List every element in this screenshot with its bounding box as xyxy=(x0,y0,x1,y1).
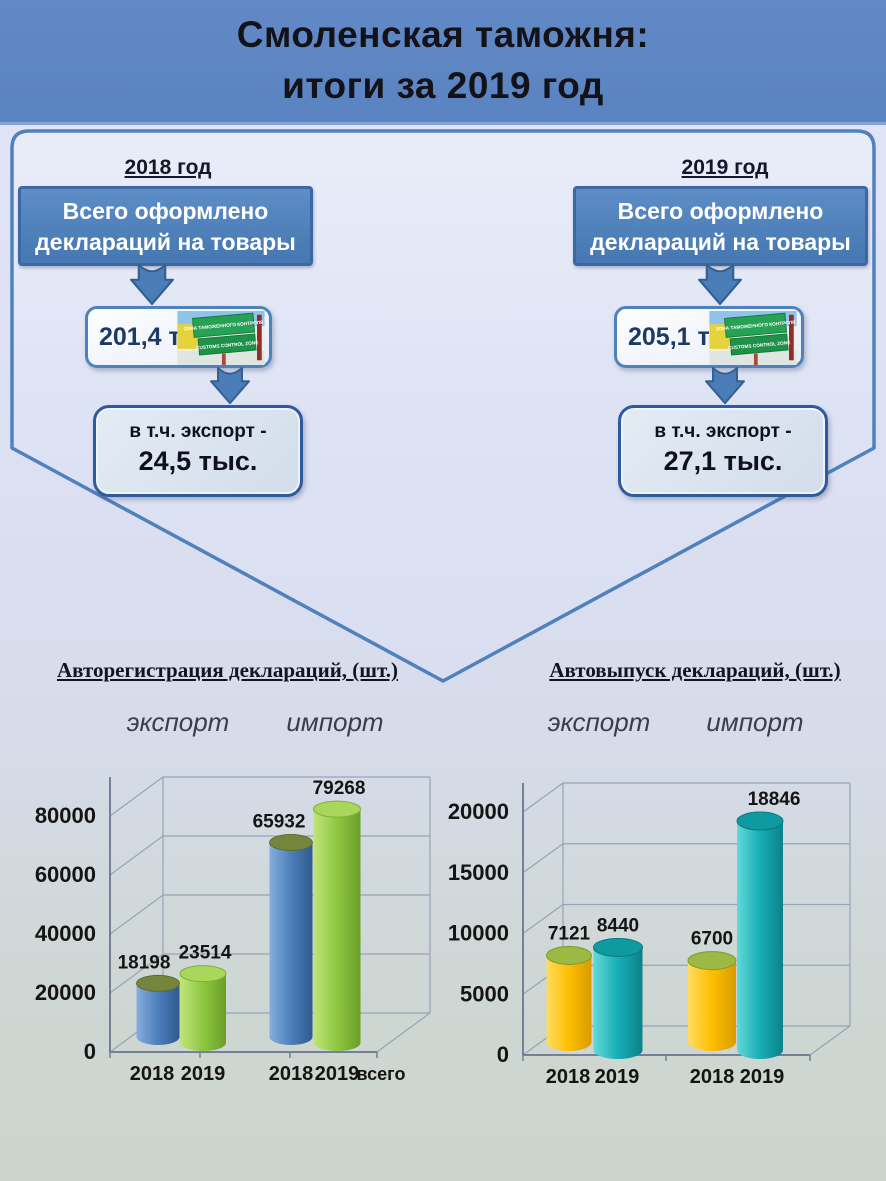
x-category-label: 2018 xyxy=(546,1066,591,1088)
customs-control-zone-sign-icon: ЗОНА ТАМОЖЕННОГО КОНТРОЛЯ CUSTOMS CONTRO… xyxy=(709,311,797,365)
export-value-2019: 27,1 тыс. xyxy=(663,446,783,476)
x-category-label: всего xyxy=(357,1064,406,1084)
down-arrow-icon xyxy=(210,367,250,405)
y-tick-label: 0 xyxy=(84,1039,96,1064)
y-tick-label: 80000 xyxy=(35,803,96,828)
y-tick-label: 20000 xyxy=(448,799,509,824)
sign-text-bottom: CUSTOMS CONTROL ZONE xyxy=(728,340,791,351)
down-arrow-icon xyxy=(698,264,742,305)
total-declarations-line2: деклараций на товары xyxy=(35,229,296,255)
bar-value-label: 65932 xyxy=(253,812,306,833)
group-label-import: импорт xyxy=(706,707,804,737)
export-value-2018: 24,5 тыс. xyxy=(138,446,258,476)
group-label-export: экспорт xyxy=(547,707,651,737)
total-declarations-line2: деклараций на товары xyxy=(590,229,851,255)
bar-экспорт-2019 xyxy=(179,965,227,1051)
y-tick-label: 20000 xyxy=(35,980,96,1005)
customs-control-zone-sign-icon: ЗОНА ТАМОЖЕННОГО КОНТРОЛЯ CUSTOMS CONTRO… xyxy=(177,311,265,365)
total-declarations-box-2018: Всего оформлено деклараций на товары xyxy=(18,186,313,266)
year-label-2019: 2019 год xyxy=(681,156,769,179)
total-declarations-line1: Всего оформлено xyxy=(62,198,269,224)
export-count-box-2018: в т.ч. экспорт - 24,5 тыс. xyxy=(93,405,303,497)
x-category-label: 2019 xyxy=(181,1063,226,1085)
total-declarations-box-2019: Всего оформлено деклараций на товары xyxy=(573,186,868,266)
bar-экспорт-2018 xyxy=(136,974,180,1045)
slide-title-line1: Смоленская таможня: xyxy=(236,14,650,55)
x-category-label: 2018 xyxy=(130,1063,175,1085)
bar-value-label: 18846 xyxy=(748,789,801,810)
bar-импорт-2019 xyxy=(736,811,784,1059)
x-category-label: 2019 xyxy=(315,1063,360,1085)
bar-импорт-2019 xyxy=(313,800,361,1051)
chart-title-autorelease: Автовыпуск деклараций, (шт.) xyxy=(549,658,841,682)
bar-value-label: 8440 xyxy=(597,915,639,936)
bar-value-label: 7121 xyxy=(548,923,591,944)
export-label-2019: в т.ч. экспорт - xyxy=(654,421,792,442)
y-tick-label: 40000 xyxy=(35,921,96,946)
y-tick-label: 15000 xyxy=(448,860,509,885)
sign-text-bottom: CUSTOMS CONTROL ZONE xyxy=(196,340,259,351)
down-arrow-icon xyxy=(705,367,745,405)
bar-value-label: 23514 xyxy=(179,943,232,964)
bar-value-label: 79268 xyxy=(313,778,366,799)
chevron-panel xyxy=(10,129,876,683)
y-tick-label: 60000 xyxy=(35,862,96,887)
total-count-box-2019: 205,1 тыс. ЗОНА ТАМОЖЕННОГО КОНТРОЛЯ CUS… xyxy=(614,306,804,368)
bar-value-label: 6700 xyxy=(691,929,733,950)
x-category-label: 2018 xyxy=(690,1066,735,1088)
bar-value-label: 18198 xyxy=(118,952,171,973)
x-category-label: 2019 xyxy=(740,1066,785,1088)
x-category-label: 2019 xyxy=(595,1066,640,1088)
chart-autorelease-canvas: 0 5000 10000 15000 20000 7121 8440 6700 18846 201… xyxy=(448,782,851,1088)
y-tick-label: 10000 xyxy=(448,921,509,946)
group-label-import: импорт xyxy=(286,707,384,737)
x-category-label: 2018 xyxy=(269,1063,314,1085)
bar-экспорт-2019 xyxy=(593,937,643,1059)
chart-autoregistration-canvas: 0 20000 40000 60000 80000 18198 23514 65932 7926… xyxy=(35,776,431,1085)
y-tick-label: 5000 xyxy=(460,981,509,1006)
bar-импорт-2018 xyxy=(687,951,737,1051)
year-label-2018: 2018 год xyxy=(124,156,212,179)
slide-title-line2: итоги за 2019 год xyxy=(282,65,604,106)
total-count-box-2018: 201,4 тыс. ЗОНА ТАМОЖЕННОГО КОНТРОЛЯ CUS… xyxy=(85,306,272,368)
bar-импорт-2018 xyxy=(269,834,313,1045)
slide-header: Смоленская таможня: итоги за 2019 год xyxy=(0,0,886,125)
y-tick-label: 0 xyxy=(497,1042,509,1067)
chart-title-autoregistration: Авторегистрация деклараций, (шт.) xyxy=(56,658,399,682)
group-label-export: экспорт xyxy=(126,707,230,737)
total-declarations-line1: Всего оформлено xyxy=(617,198,824,224)
export-count-box-2019: в т.ч. экспорт - 27,1 тыс. xyxy=(618,405,828,497)
bar-экспорт-2018 xyxy=(546,945,592,1051)
down-arrow-icon xyxy=(130,264,174,305)
export-label-2018: в т.ч. экспорт - xyxy=(129,421,267,442)
